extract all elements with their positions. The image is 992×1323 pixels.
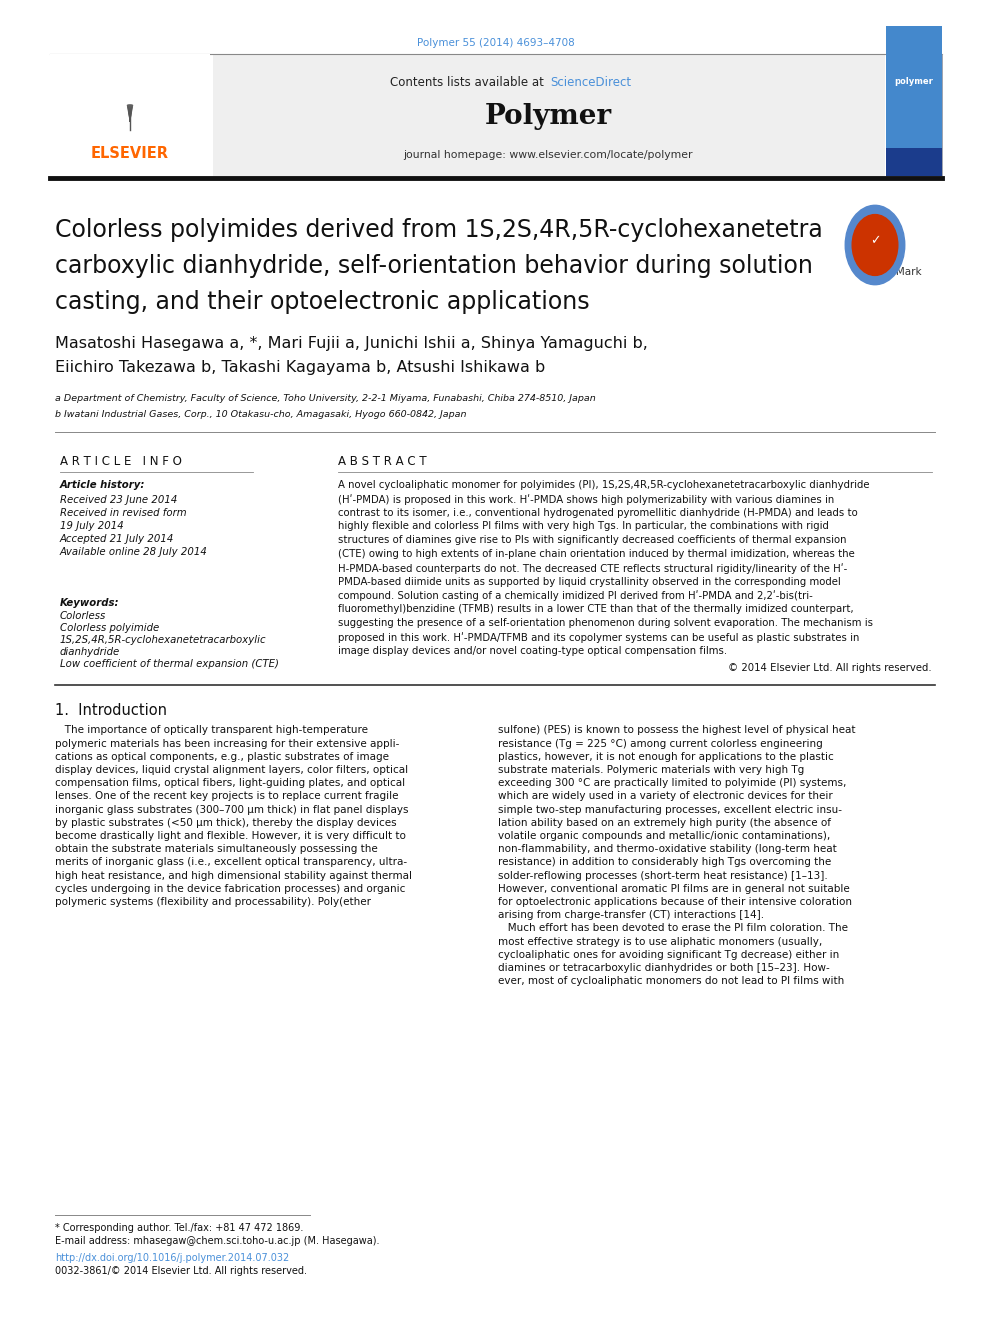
Text: which are widely used in a variety of electronic devices for their: which are widely used in a variety of el…: [498, 791, 832, 802]
Text: lation ability based on an extremely high purity (the absence of: lation ability based on an extremely hig…: [498, 818, 831, 828]
Text: A B S T R A C T: A B S T R A C T: [338, 455, 427, 468]
Text: The importance of optically transparent high-temperature: The importance of optically transparent …: [55, 725, 368, 736]
Text: carboxylic dianhydride, self-orientation behavior during solution: carboxylic dianhydride, self-orientation…: [55, 254, 812, 278]
Text: proposed in this work. Hʹ-PMDA/TFMB and its copolymer systems can be useful as p: proposed in this work. Hʹ-PMDA/TFMB and …: [338, 632, 859, 643]
Text: Received in revised form: Received in revised form: [60, 508, 186, 519]
Text: ever, most of cycloaliphatic monomers do not lead to PI films with: ever, most of cycloaliphatic monomers do…: [498, 976, 844, 986]
Circle shape: [845, 205, 905, 284]
Text: cycles undergoing in the device fabrication processes) and organic: cycles undergoing in the device fabricat…: [55, 884, 406, 894]
Text: dianhydride: dianhydride: [60, 647, 120, 658]
Text: A novel cycloaliphatic monomer for polyimides (PI), 1S,2S,4R,5R-cyclohexanetetra: A novel cycloaliphatic monomer for polyi…: [338, 480, 870, 490]
Text: simple two-step manufacturing processes, excellent electric insu-: simple two-step manufacturing processes,…: [498, 804, 842, 815]
Text: structures of diamines give rise to PIs with significantly decreased coefficient: structures of diamines give rise to PIs …: [338, 536, 846, 545]
Text: compensation films, optical fibers, light-guiding plates, and optical: compensation films, optical fibers, ligh…: [55, 778, 405, 789]
Text: Colorless polyimides derived from 1S,2S,4R,5R-cyclohexanetetra: Colorless polyimides derived from 1S,2S,…: [55, 218, 822, 242]
Text: suggesting the presence of a self-orientation phenomenon during solvent evaporat: suggesting the presence of a self-orient…: [338, 618, 873, 628]
Text: most effective strategy is to use aliphatic monomers (usually,: most effective strategy is to use alipha…: [498, 937, 822, 946]
Text: ELSEVIER: ELSEVIER: [91, 146, 169, 160]
Text: © 2014 Elsevier Ltd. All rights reserved.: © 2014 Elsevier Ltd. All rights reserved…: [728, 663, 932, 673]
Text: resistance (Tg = 225 °C) among current colorless engineering: resistance (Tg = 225 °C) among current c…: [498, 738, 822, 749]
Text: cycloaliphatic ones for avoiding significant Tg decrease) either in: cycloaliphatic ones for avoiding signifi…: [498, 950, 839, 959]
Text: Colorless: Colorless: [60, 611, 106, 620]
Text: A R T I C L E   I N F O: A R T I C L E I N F O: [60, 455, 182, 468]
Text: Accepted 21 July 2014: Accepted 21 July 2014: [60, 534, 175, 544]
Bar: [886, 54, 942, 176]
Text: diamines or tetracarboxylic dianhydrides or both [15–23]. How-: diamines or tetracarboxylic dianhydrides…: [498, 963, 829, 972]
Text: fluoromethyl)benzidine (TFMB) results in a lower CTE than that of the thermally : fluoromethyl)benzidine (TFMB) results in…: [338, 605, 854, 614]
Text: high heat resistance, and high dimensional stability against thermal: high heat resistance, and high dimension…: [55, 871, 412, 881]
Text: solder-reflowing processes (short-term heat resistance) [1–13].: solder-reflowing processes (short-term h…: [498, 871, 827, 881]
Text: H-PMDA-based counterparts do not. The decreased CTE reflects structural rigidity: H-PMDA-based counterparts do not. The de…: [338, 562, 847, 574]
Bar: [886, 135, 942, 176]
Text: resistance) in addition to considerably high Tgs overcoming the: resistance) in addition to considerably …: [498, 857, 831, 868]
Text: 0032-3861/© 2014 Elsevier Ltd. All rights reserved.: 0032-3861/© 2014 Elsevier Ltd. All right…: [55, 1266, 307, 1275]
Text: contrast to its isomer, i.e., conventional hydrogenated pyromellitic dianhydride: contrast to its isomer, i.e., convention…: [338, 508, 858, 517]
Text: (Hʹ-PMDA) is proposed in this work. Hʹ-PMDA shows high polymerizability with var: (Hʹ-PMDA) is proposed in this work. Hʹ-P…: [338, 493, 834, 504]
Text: b Iwatani Industrial Gases, Corp., 10 Otakasu-cho, Amagasaki, Hyogo 660-0842, Ja: b Iwatani Industrial Gases, Corp., 10 Ot…: [55, 410, 466, 419]
Text: Eiichiro Takezawa b, Takashi Kagayama b, Atsushi Ishikawa b: Eiichiro Takezawa b, Takashi Kagayama b,…: [55, 360, 546, 374]
Text: journal homepage: www.elsevier.com/locate/polymer: journal homepage: www.elsevier.com/locat…: [404, 149, 692, 160]
Text: volatile organic compounds and metallic/ionic contaminations),: volatile organic compounds and metallic/…: [498, 831, 830, 841]
Text: * Corresponding author. Tel./fax: +81 47 472 1869.: * Corresponding author. Tel./fax: +81 47…: [55, 1222, 304, 1233]
Text: obtain the substrate materials simultaneously possessing the: obtain the substrate materials simultane…: [55, 844, 378, 855]
Text: display devices, liquid crystal alignment layers, color filters, optical: display devices, liquid crystal alignmen…: [55, 765, 408, 775]
Text: ✓: ✓: [870, 234, 880, 247]
Text: polymeric systems (flexibility and processability). Poly(ether: polymeric systems (flexibility and proce…: [55, 897, 371, 908]
Text: ScienceDirect: ScienceDirect: [550, 77, 631, 90]
Text: Contents lists available at: Contents lists available at: [391, 77, 548, 90]
Text: inorganic glass substrates (300–700 μm thick) in flat panel displays: inorganic glass substrates (300–700 μm t…: [55, 804, 409, 815]
Text: 1.  Introduction: 1. Introduction: [55, 704, 167, 718]
Text: sulfone) (PES) is known to possess the highest level of physical heat: sulfone) (PES) is known to possess the h…: [498, 725, 855, 736]
Text: become drastically light and flexible. However, it is very difficult to: become drastically light and flexible. H…: [55, 831, 406, 841]
Text: highly flexible and colorless PI films with very high Tgs. In particular, the co: highly flexible and colorless PI films w…: [338, 521, 829, 532]
Text: merits of inorganic glass (i.e., excellent optical transparency, ultra-: merits of inorganic glass (i.e., excelle…: [55, 857, 407, 868]
Text: Keywords:: Keywords:: [60, 598, 119, 609]
Text: Polymer: Polymer: [484, 103, 611, 131]
Text: polymeric materials has been increasing for their extensive appli-: polymeric materials has been increasing …: [55, 738, 400, 749]
Text: However, conventional aromatic PI films are in general not suitable: However, conventional aromatic PI films …: [498, 884, 850, 894]
Text: image display devices and/or novel coating-type optical compensation films.: image display devices and/or novel coati…: [338, 646, 727, 656]
Text: Available online 28 July 2014: Available online 28 July 2014: [60, 546, 208, 557]
Text: cations as optical components, e.g., plastic substrates of image: cations as optical components, e.g., pla…: [55, 751, 389, 762]
Bar: [50, 54, 210, 176]
Bar: [886, 29, 942, 95]
Text: 1S,2S,4R,5R-cyclohexanetetracarboxylic: 1S,2S,4R,5R-cyclohexanetetracarboxylic: [60, 635, 267, 646]
Text: Colorless polyimide: Colorless polyimide: [60, 623, 160, 632]
Text: (CTE) owing to high extents of in-plane chain orientation induced by thermal imi: (CTE) owing to high extents of in-plane …: [338, 549, 855, 560]
Text: 19 July 2014: 19 July 2014: [60, 521, 124, 531]
Circle shape: [852, 214, 898, 275]
Text: a Department of Chemistry, Faculty of Science, Toho University, 2-2-1 Miyama, Fu: a Department of Chemistry, Faculty of Sc…: [55, 394, 596, 404]
Text: Received 23 June 2014: Received 23 June 2014: [60, 495, 178, 505]
Text: arising from charge-transfer (CT) interactions [14].: arising from charge-transfer (CT) intera…: [498, 910, 764, 921]
Text: CrossMark: CrossMark: [868, 267, 923, 277]
Text: E-mail address: mhasegaw@chem.sci.toho-u.ac.jp (M. Hasegawa).: E-mail address: mhasegaw@chem.sci.toho-u…: [55, 1236, 380, 1246]
Text: exceeding 300 °C are practically limited to polyimide (PI) systems,: exceeding 300 °C are practically limited…: [498, 778, 846, 789]
Bar: [886, 26, 942, 120]
Text: for optoelectronic applications because of their intensive coloration: for optoelectronic applications because …: [498, 897, 852, 908]
Text: PMDA-based diimide units as supported by liquid crystallinity observed in the co: PMDA-based diimide units as supported by…: [338, 577, 841, 586]
Text: lenses. One of the recent key projects is to replace current fragile: lenses. One of the recent key projects i…: [55, 791, 399, 802]
Text: Polymer 55 (2014) 4693–4708: Polymer 55 (2014) 4693–4708: [417, 38, 575, 48]
Text: by plastic substrates (<50 μm thick), thereby the display devices: by plastic substrates (<50 μm thick), th…: [55, 818, 397, 828]
Text: plastics, however, it is not enough for applications to the plastic: plastics, however, it is not enough for …: [498, 751, 833, 762]
Text: polymer: polymer: [895, 78, 933, 86]
Text: substrate materials. Polymeric materials with very high Tg: substrate materials. Polymeric materials…: [498, 765, 805, 775]
Text: casting, and their optoelectronic applications: casting, and their optoelectronic applic…: [55, 290, 589, 314]
Text: compound. Solution casting of a chemically imidized PI derived from Hʹ-PMDA and : compound. Solution casting of a chemical…: [338, 590, 812, 601]
Text: http://dx.doi.org/10.1016/j.polymer.2014.07.032: http://dx.doi.org/10.1016/j.polymer.2014…: [55, 1253, 290, 1263]
Text: Much effort has been devoted to erase the PI film coloration. The: Much effort has been devoted to erase th…: [498, 923, 848, 934]
Text: Low coefficient of thermal expansion (CTE): Low coefficient of thermal expansion (CT…: [60, 659, 279, 669]
Text: Article history:: Article history:: [60, 480, 146, 490]
Text: non-flammability, and thermo-oxidative stability (long-term heat: non-flammability, and thermo-oxidative s…: [498, 844, 836, 855]
Bar: [886, 26, 942, 148]
Text: Masatoshi Hasegawa a, *, Mari Fujii a, Junichi Ishii a, Shinya Yamaguchi b,: Masatoshi Hasegawa a, *, Mari Fujii a, J…: [55, 336, 648, 351]
Bar: [213, 54, 885, 176]
